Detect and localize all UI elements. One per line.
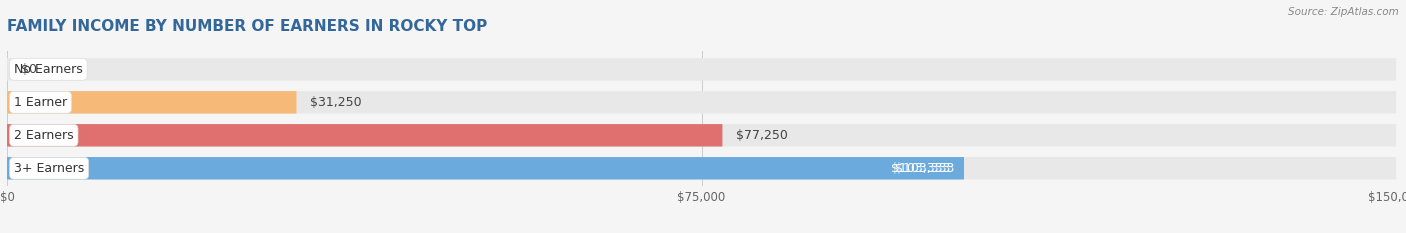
FancyBboxPatch shape (7, 124, 1396, 147)
FancyBboxPatch shape (7, 91, 297, 113)
Text: $31,250: $31,250 (311, 96, 361, 109)
FancyBboxPatch shape (7, 91, 1396, 113)
Text: 3+ Earners: 3+ Earners (14, 162, 84, 175)
Text: $103,333: $103,333 (891, 162, 950, 175)
FancyBboxPatch shape (7, 157, 1396, 179)
Text: FAMILY INCOME BY NUMBER OF EARNERS IN ROCKY TOP: FAMILY INCOME BY NUMBER OF EARNERS IN RO… (7, 19, 488, 34)
Text: Source: ZipAtlas.com: Source: ZipAtlas.com (1288, 7, 1399, 17)
FancyBboxPatch shape (7, 58, 1396, 81)
Text: No Earners: No Earners (14, 63, 83, 76)
Text: 2 Earners: 2 Earners (14, 129, 73, 142)
Text: 1 Earner: 1 Earner (14, 96, 67, 109)
FancyBboxPatch shape (7, 157, 965, 179)
Text: $103,333: $103,333 (896, 162, 955, 175)
Text: $0: $0 (21, 63, 37, 76)
Text: $77,250: $77,250 (737, 129, 789, 142)
FancyBboxPatch shape (7, 124, 723, 147)
